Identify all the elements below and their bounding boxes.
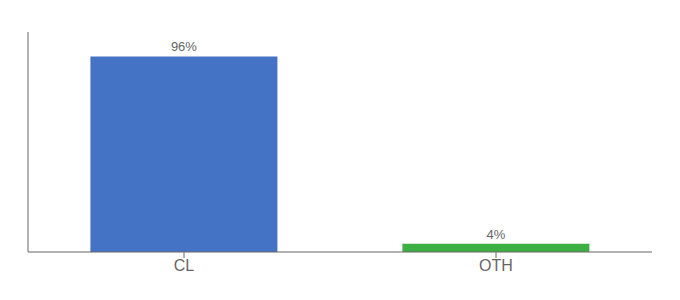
svg-text:OTH: OTH: [479, 257, 513, 274]
svg-text:CL: CL: [174, 257, 195, 274]
svg-text:96%: 96%: [171, 39, 197, 54]
svg-text:4%: 4%: [487, 227, 506, 242]
